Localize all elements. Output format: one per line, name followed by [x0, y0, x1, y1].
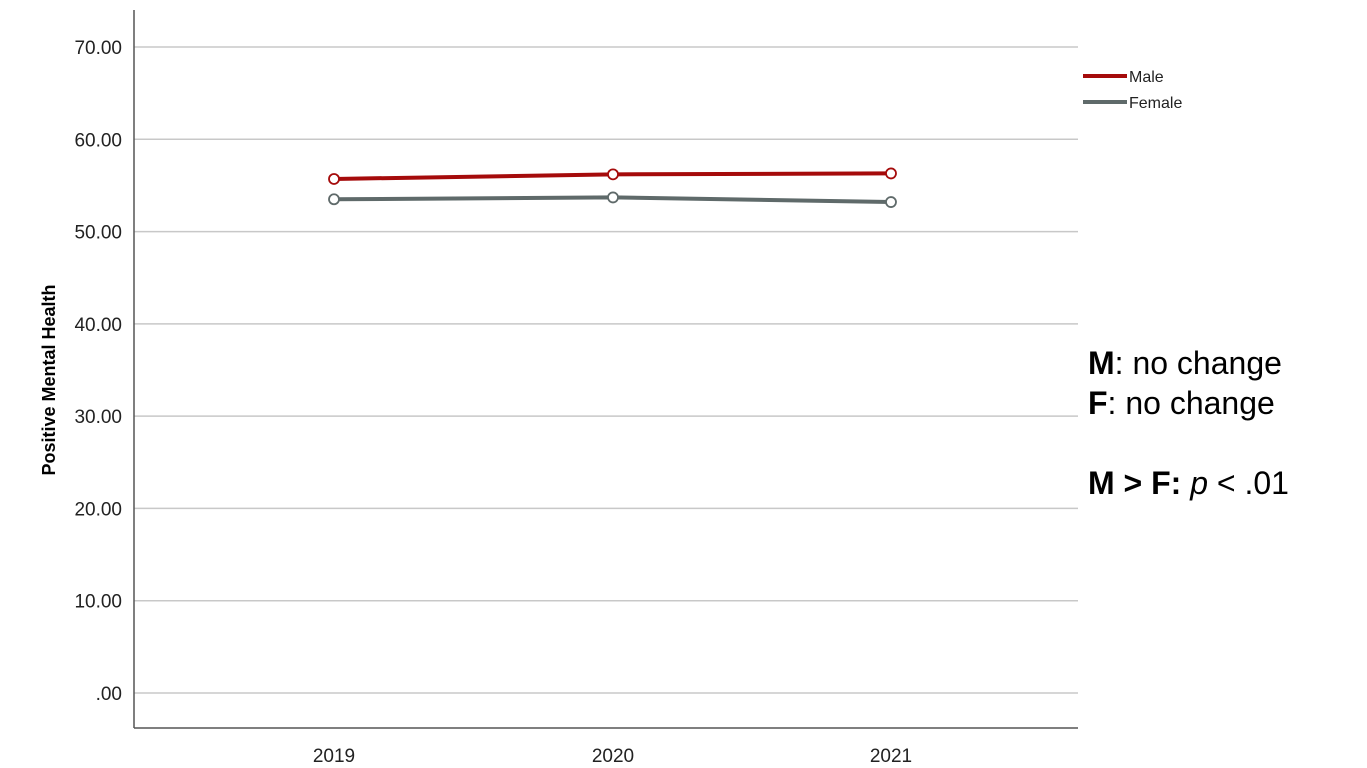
- y-tick-label: .00: [96, 684, 122, 705]
- legend: Male Female: [1083, 69, 1182, 112]
- data-point-marker: [885, 167, 897, 180]
- y-tick-label: 20.00: [74, 499, 122, 520]
- annotation-spacer: [1088, 423, 1289, 463]
- annotation-female: F: no change: [1088, 383, 1289, 423]
- data-point-marker: [885, 196, 897, 208]
- grid-lines: [134, 46, 1078, 694]
- y-tick-label: 70.00: [74, 38, 122, 59]
- annotation-male-label: M: [1088, 345, 1115, 381]
- annotation-male-text: : no change: [1114, 345, 1282, 381]
- annotation-comparison: M > F: p < .01: [1088, 463, 1289, 503]
- annotation-female-text: : no change: [1107, 385, 1275, 421]
- annotation-p-symbol: p: [1190, 465, 1209, 501]
- y-tick-label: 30.00: [74, 407, 122, 428]
- data-point-marker: [607, 168, 619, 181]
- annotation-male: M: no change: [1088, 343, 1289, 383]
- legend-label: Male: [1129, 69, 1164, 86]
- annotation-text: M: no change F: no change M > F: p < .01: [1088, 343, 1289, 503]
- annotation-female-label: F: [1088, 385, 1108, 421]
- legend-label: Female: [1129, 95, 1182, 112]
- y-tick-label: 50.00: [74, 223, 122, 244]
- series-lines: [328, 167, 897, 208]
- x-tick-label: 2019: [313, 746, 355, 767]
- annotation-comparison-label: M > F:: [1088, 465, 1182, 501]
- data-point-marker: [328, 173, 340, 185]
- x-tick-labels: 2019 2020 2021: [313, 746, 912, 767]
- x-tick-label: 2021: [870, 746, 912, 767]
- annotation-p-text: < .01: [1208, 465, 1289, 501]
- x-tick-label: 2020: [592, 746, 634, 767]
- y-tick-label: 40.00: [74, 315, 122, 336]
- y-tick-label: 60.00: [74, 130, 122, 151]
- y-tick-labels: .00 10.00 20.00 30.00 40.00 50.00 60.00 70.00: [74, 38, 122, 705]
- data-point-marker: [607, 191, 619, 204]
- y-tick-label: 10.00: [74, 592, 122, 613]
- y-axis-label: Positive Mental Health: [39, 284, 59, 475]
- axes: [133, 10, 1078, 729]
- data-point-marker: [328, 193, 340, 206]
